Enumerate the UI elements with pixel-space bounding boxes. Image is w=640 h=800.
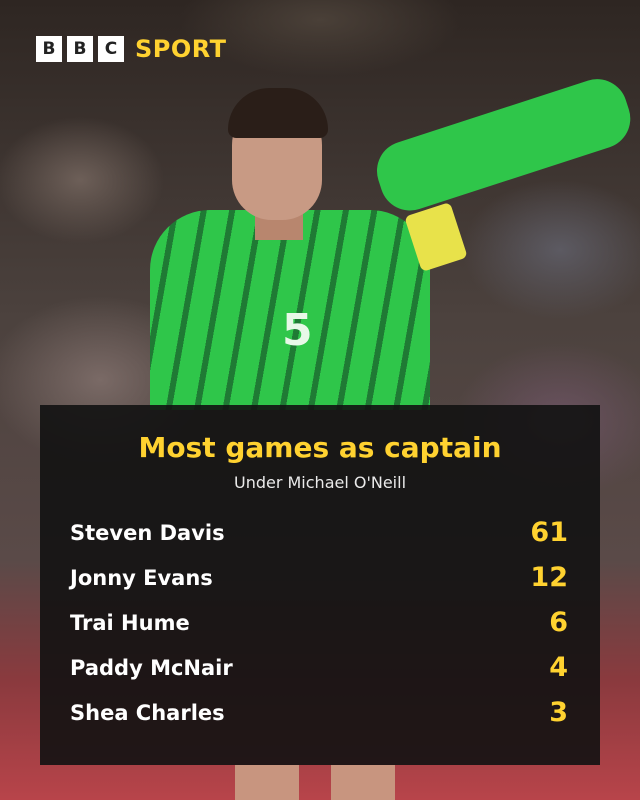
logo-letter: C: [98, 36, 124, 62]
table-row: Paddy McNair 4: [70, 652, 568, 683]
player-hair: [228, 88, 328, 138]
table-row: Steven Davis 61: [70, 517, 568, 548]
captain-count: 4: [549, 652, 568, 683]
player-arm: [369, 71, 639, 219]
table-row: Jonny Evans 12: [70, 562, 568, 593]
player-name: Paddy McNair: [70, 655, 233, 680]
table-row: Shea Charles 3: [70, 697, 568, 728]
player-name: Jonny Evans: [70, 565, 213, 590]
shirt-number: 5: [282, 305, 313, 356]
logo-letter: B: [36, 36, 62, 62]
stats-panel: Most games as captain Under Michael O'Ne…: [40, 405, 600, 765]
player-name: Shea Charles: [70, 700, 225, 725]
panel-subtitle: Under Michael O'Neill: [233, 473, 407, 492]
captain-count: 12: [530, 562, 568, 593]
bbc-sport-logo: B B C SPORT: [36, 35, 227, 63]
panel-title: Most games as captain: [138, 431, 502, 464]
captain-count: 61: [530, 517, 568, 548]
captain-count: 6: [549, 607, 568, 638]
table-row: Trai Hume 6: [70, 607, 568, 638]
player-shirt: [150, 210, 430, 410]
player-name: Trai Hume: [70, 610, 190, 635]
logo-letter: B: [67, 36, 93, 62]
player-legs: [235, 765, 395, 800]
captain-count: 3: [549, 697, 568, 728]
player-name: Steven Davis: [70, 520, 225, 545]
logo-sport: SPORT: [135, 35, 227, 63]
